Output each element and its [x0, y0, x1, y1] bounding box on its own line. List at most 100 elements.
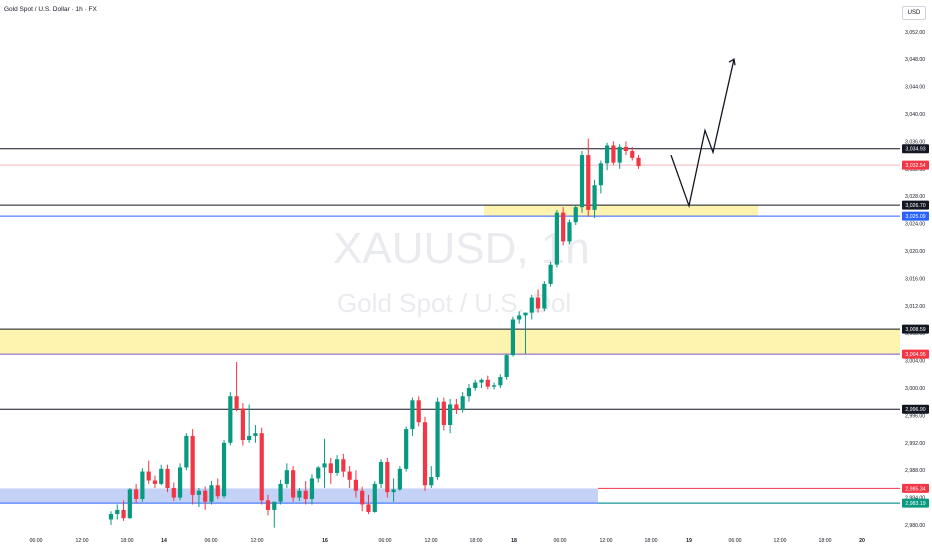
- candle-body: [184, 435, 189, 468]
- candle-body: [579, 155, 585, 208]
- candle: [441, 397, 446, 431]
- price-badge-bg: [902, 144, 929, 154]
- candle: [535, 289, 541, 313]
- candle-body: [196, 490, 202, 495]
- candle: [121, 500, 126, 521]
- x-tick-label: 12:00: [251, 538, 264, 544]
- y-tick-label: 3,004.00: [905, 359, 925, 365]
- candle-body: [416, 400, 421, 423]
- candle-body: [322, 463, 327, 468]
- y-tick-label: 2,984.00: [905, 496, 925, 502]
- candle-body: [366, 504, 371, 512]
- candle: [630, 146, 635, 161]
- candle-body: [535, 297, 541, 309]
- candle-body: [291, 470, 296, 498]
- candle: [473, 379, 478, 391]
- candle-body: [517, 315, 522, 320]
- candle: [284, 463, 289, 489]
- price-badge-bg: [902, 349, 929, 359]
- candle-body: [171, 488, 176, 498]
- candle-body: [523, 312, 528, 316]
- time-axis[interactable]: 06:00 12:00 18:00 14 06:00 12:00 16 06:00 12:00 1…: [30, 538, 865, 544]
- candle: [221, 440, 227, 499]
- candle-body: [234, 396, 239, 409]
- candle: [491, 382, 497, 390]
- x-tick-label: 18:00: [121, 538, 134, 544]
- x-tick-label: 18:00: [819, 538, 832, 544]
- candle-body: [404, 429, 409, 469]
- price-badge-label: 3,008.59: [905, 327, 925, 333]
- candle: [165, 464, 170, 493]
- candle: [454, 398, 459, 415]
- x-tick-label: 18:00: [470, 538, 483, 544]
- price-axis[interactable]: 2,980.00 2,984.00 2,988.00 2,992.00 2,996.00…: [900, 0, 932, 550]
- price-badge-bg: [902, 160, 929, 170]
- currency-button[interactable]: USD: [902, 6, 926, 20]
- watermark-symbol: XAUUSD, 1h: [333, 224, 590, 273]
- candle: [309, 474, 315, 505]
- candle: [391, 478, 396, 502]
- price-badge-label: 3,026.70: [905, 203, 925, 209]
- candle: [372, 481, 377, 513]
- y-tick-label: 2,980.00: [905, 523, 925, 529]
- candle: [397, 466, 402, 491]
- candle: [240, 403, 245, 446]
- y-tick-label: 2,992.00: [905, 441, 925, 447]
- zone-rect: [484, 205, 758, 217]
- candle: [542, 281, 547, 312]
- x-tick-label: 12:00: [425, 538, 438, 544]
- x-tick-label: 14: [161, 538, 167, 544]
- candle: [134, 483, 139, 504]
- candle-body: [422, 422, 428, 486]
- zone-rect: [0, 329, 900, 355]
- x-tick-label: 12:00: [76, 538, 89, 544]
- candle-body: [510, 319, 516, 356]
- candle: [498, 374, 503, 388]
- candle: [234, 361, 239, 412]
- x-tick-label: 06:00: [205, 538, 218, 544]
- price-badge-bg: [902, 404, 929, 414]
- candle: [479, 378, 484, 388]
- candle-body: [159, 468, 164, 484]
- candle-body: [134, 489, 139, 499]
- candle-body: [309, 478, 315, 499]
- candle-body: [504, 355, 509, 378]
- price-badge: 2,983.19: [902, 498, 929, 508]
- y-tick-label: 3,028.00: [905, 194, 925, 200]
- candle: [159, 464, 164, 486]
- candle: [617, 144, 622, 169]
- symbol-title[interactable]: Gold Spot / U.S. Dollar · 1h · FX: [4, 6, 97, 13]
- y-tick-label: 3,008.00: [905, 331, 925, 337]
- candle: [108, 511, 114, 525]
- candle: [611, 141, 616, 165]
- candle-body: [334, 459, 340, 473]
- candle: [347, 466, 352, 489]
- candle: [435, 397, 440, 480]
- candle-body: [623, 146, 629, 151]
- x-tick-label: 16: [322, 538, 328, 544]
- candle-body: [190, 435, 195, 495]
- candle-body: [573, 207, 578, 223]
- price-badge: 3,034.93: [902, 144, 929, 154]
- price-badge: 3,032.54: [902, 160, 929, 170]
- candle-body: [127, 489, 132, 519]
- candle-body: [253, 433, 258, 436]
- candle-body: [360, 490, 365, 505]
- candle-body: [115, 509, 120, 515]
- candle-body: [410, 400, 415, 430]
- levels-layer: [0, 148, 900, 504]
- candle-body: [542, 283, 547, 309]
- price-axis-bg: [900, 0, 932, 550]
- candle-body: [630, 150, 635, 158]
- candle-body: [567, 222, 572, 242]
- candle-body: [297, 490, 302, 498]
- candle: [416, 396, 421, 427]
- candle-body: [554, 212, 559, 265]
- price-badge: 3,025.09: [902, 211, 929, 221]
- candle-body: [121, 509, 126, 519]
- projection-arrow[interactable]: [670, 58, 736, 209]
- x-tick-label: 19: [686, 538, 692, 544]
- price-badge-label: 2,985.34: [905, 486, 925, 492]
- candle: [265, 494, 271, 516]
